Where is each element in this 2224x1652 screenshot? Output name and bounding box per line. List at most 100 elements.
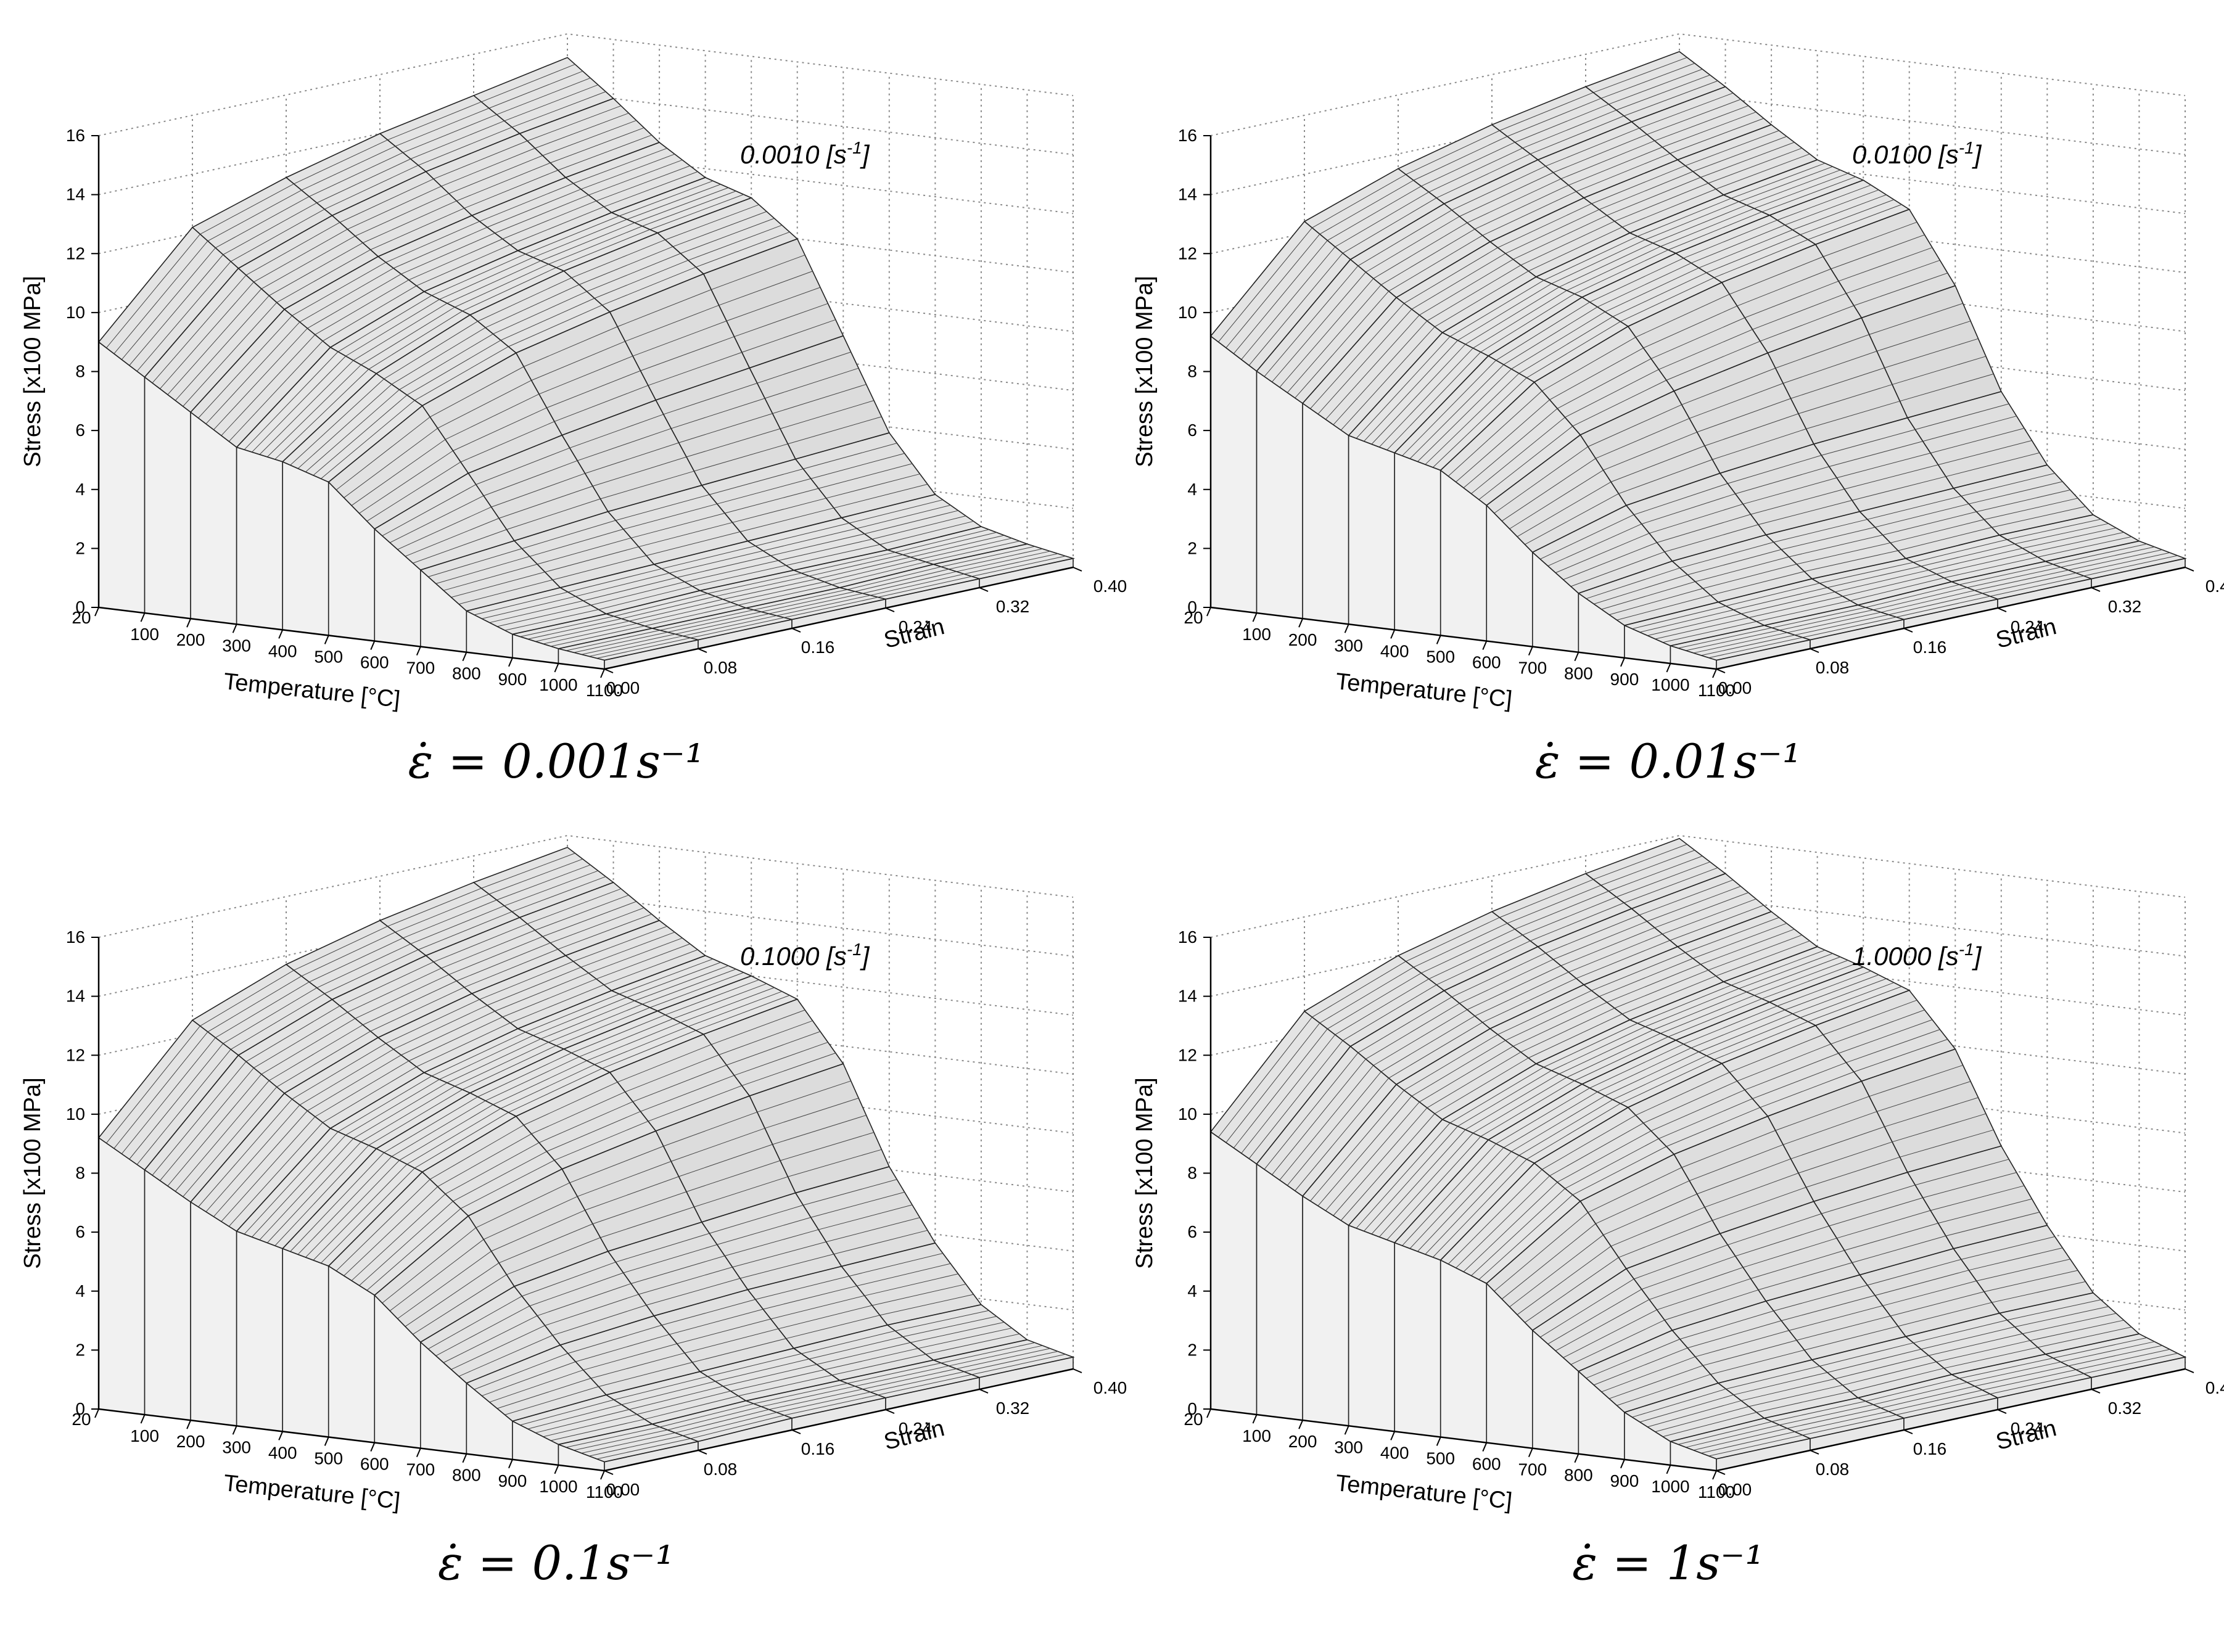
surface-mesh-line xyxy=(1829,441,1923,467)
surface-mesh-line xyxy=(403,114,497,153)
surface-mesh-line xyxy=(1779,1404,1874,1426)
surface-mesh-line xyxy=(2076,1349,2170,1370)
surface-mesh-line xyxy=(1974,570,2069,591)
surface-mesh-line xyxy=(1647,613,1742,636)
surface-mesh-line xyxy=(1448,390,1542,477)
surface-mesh-line xyxy=(315,279,410,335)
surface-mesh-line xyxy=(523,326,618,368)
surface-mesh-line xyxy=(784,597,878,618)
surface-mesh-line xyxy=(1499,879,1594,918)
surface-mesh-line xyxy=(761,591,855,612)
surface-front-face xyxy=(282,461,329,636)
temperature-tick xyxy=(370,1442,376,1452)
surface-mesh-line xyxy=(1597,263,1692,308)
surface-mesh-line xyxy=(510,206,604,245)
surface-mesh-line xyxy=(566,1426,660,1448)
surface-mesh-line xyxy=(1475,184,1569,230)
surface-mesh-line xyxy=(230,208,325,262)
surface-mesh-line xyxy=(772,1115,867,1145)
surface-mesh-line xyxy=(445,1142,540,1194)
surface-mesh-line xyxy=(322,1066,417,1123)
surface-mesh-line xyxy=(413,529,507,564)
surface-mesh-line xyxy=(1528,1013,1623,1059)
surface-mesh-line xyxy=(455,264,549,308)
surface-mesh-line xyxy=(1706,234,1801,273)
surface-mesh-line xyxy=(1335,979,1429,1035)
strain-tick xyxy=(979,587,989,592)
surface-mesh-line xyxy=(1618,1220,1713,1258)
surface-mesh-line xyxy=(487,189,582,228)
surface-mesh-line xyxy=(895,1310,989,1331)
surface-mesh-line xyxy=(1463,408,1558,488)
surface-mesh-line xyxy=(1754,173,1848,209)
surface-mesh-line xyxy=(677,555,771,578)
temperature-axis-line xyxy=(1210,606,1717,670)
temperature-tick xyxy=(1298,1420,1304,1429)
surface-mesh-line xyxy=(414,1112,509,1169)
surface-mesh-line xyxy=(1652,205,1747,244)
surface-mesh-line xyxy=(531,1091,625,1135)
surface-mesh-line xyxy=(1388,235,1483,292)
stress-tick-label: 16 xyxy=(1178,126,1197,145)
surface-mesh-line xyxy=(1643,1080,1737,1124)
surface-mesh-line xyxy=(1875,503,1969,528)
surface-mesh-line xyxy=(1800,982,1895,1018)
surface-mesh-line xyxy=(1728,454,1822,484)
surface-mesh-line xyxy=(508,1068,603,1113)
surface-mesh-line xyxy=(587,1022,681,1061)
temperature-tick-label: 500 xyxy=(314,1449,343,1468)
surface-mesh-line xyxy=(910,535,1005,557)
surface-mesh-line xyxy=(1451,953,1546,998)
stress-axis-label: Stress [x100 MPa] xyxy=(20,1077,46,1268)
surface-mesh-line xyxy=(1612,272,1707,318)
surface-mesh-line xyxy=(399,334,493,390)
surface-mesh-line xyxy=(1608,855,1703,892)
surface-mesh-line xyxy=(1555,1299,1650,1352)
surface-mesh-line xyxy=(1890,519,1985,543)
surface-mesh-line xyxy=(1557,1130,1652,1183)
surface-mesh-line xyxy=(1572,380,1667,427)
surface-mesh-line xyxy=(1378,348,1473,448)
temperature-tick-label: 500 xyxy=(1426,1449,1455,1468)
temperature-tick-label: 300 xyxy=(1334,1437,1363,1457)
strain-rate-label-end: ] xyxy=(860,140,870,169)
surface-mesh-line xyxy=(723,1364,817,1387)
surface-mesh-line xyxy=(268,1024,363,1081)
temperature-tick-label: 1100 xyxy=(1698,681,1735,700)
surface-mesh-line xyxy=(408,1016,503,1061)
surface-mesh-line xyxy=(1728,1213,1822,1246)
surface-mesh-line xyxy=(290,379,384,466)
strain-tick xyxy=(1716,1470,1726,1475)
temperature-tick-label: 300 xyxy=(222,1437,251,1457)
surface-mesh-line xyxy=(1792,194,1887,231)
surface-mesh-line xyxy=(410,120,505,160)
temperature-tick xyxy=(462,652,467,662)
surface-mesh-line xyxy=(207,976,302,1032)
surface-mesh-line xyxy=(1710,571,1805,596)
surface-mesh-line xyxy=(659,1403,754,1428)
surface-mesh-line xyxy=(757,1080,851,1112)
surface-mesh-line xyxy=(1635,1072,1730,1116)
surface-mesh-line xyxy=(550,1419,645,1441)
surface-mesh-line xyxy=(1821,1185,1916,1214)
surface-mesh-line xyxy=(355,193,450,237)
surface-mesh-line xyxy=(1594,1347,1688,1386)
surface-mesh-line xyxy=(527,888,622,924)
surface-mesh-line xyxy=(160,1067,254,1181)
strain-tick xyxy=(698,1450,707,1455)
surface-mesh-line xyxy=(870,573,965,596)
surface-mesh-line xyxy=(709,1204,804,1234)
surface-mesh-line xyxy=(337,1075,432,1132)
surface xyxy=(1209,837,2187,1471)
surface-mesh-line xyxy=(688,224,783,261)
surface-mesh-line xyxy=(2061,546,2155,568)
surface-mesh-line xyxy=(1702,1339,1797,1366)
surface-mesh-line xyxy=(579,246,673,286)
surface-mesh-line xyxy=(1921,1326,2015,1350)
stress-axis-label: Stress [x100 MPa] xyxy=(1132,1077,1158,1268)
surface-mesh-line xyxy=(387,888,482,927)
surface-mesh-line xyxy=(1796,542,1891,565)
stress-tick-label: 2 xyxy=(75,1340,85,1359)
surface-mesh-line xyxy=(493,291,587,335)
surface-mesh-line xyxy=(1478,425,1573,500)
